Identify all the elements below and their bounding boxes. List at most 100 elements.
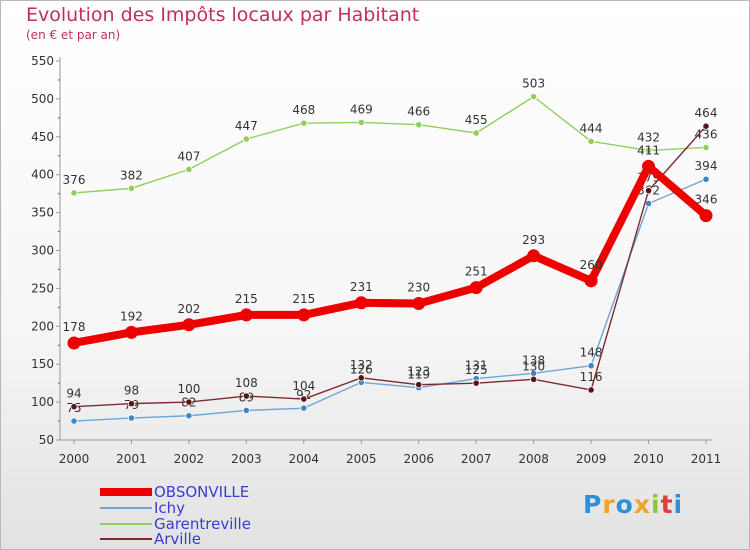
data-point-garentreville [415, 121, 423, 129]
logo-letter: t [660, 490, 674, 519]
data-label-obsonville: 346 [695, 193, 718, 207]
y-tick-label: 100 [31, 395, 54, 409]
data-label-garentreville: 468 [292, 103, 315, 117]
data-point-ichy [242, 406, 250, 415]
data-point-obsonville [182, 318, 196, 332]
series-line-arville [73, 125, 707, 408]
data-point-ichy [587, 362, 595, 370]
data-point-arville [415, 381, 423, 389]
data-label-obsonville: 251 [465, 265, 488, 279]
series-line-ichy [73, 178, 707, 422]
data-point-arville [587, 386, 595, 394]
chart-title: Evolution des Impôts locaux par Habitant [26, 4, 420, 26]
logo-letter: r [602, 490, 616, 519]
data-point-arville [644, 187, 653, 195]
data-label-garentreville: 382 [120, 168, 143, 182]
data-label-arville: 100 [177, 382, 200, 396]
data-point-garentreville [702, 143, 710, 152]
data-label-garentreville: 466 [407, 105, 430, 119]
y-tick-label: 500 [31, 92, 54, 106]
y-tick-label: 300 [31, 244, 54, 258]
legend-label-ichy: Ichy [154, 499, 186, 517]
data-point-obsonville [67, 336, 81, 350]
y-tick-label: 550 [31, 54, 54, 68]
legend-swatch-garentreville [100, 523, 152, 525]
legend-label-arville: Arville [154, 530, 202, 548]
data-label-arville: 123 [407, 365, 430, 379]
series-line-obsonville [70, 162, 710, 347]
data-point-garentreville [242, 135, 250, 143]
x-tick-label: 2000 [59, 452, 90, 466]
data-point-arville [242, 392, 250, 400]
data-point-garentreville [127, 184, 136, 192]
legend-item-ichy: Ichy [100, 500, 185, 516]
data-point-garentreville [472, 129, 480, 137]
data-point-ichy [644, 199, 653, 208]
data-point-ichy [185, 412, 193, 420]
data-point-garentreville [530, 93, 538, 101]
legend-swatch-ichy [100, 507, 152, 509]
data-label-obsonville: 411 [637, 143, 660, 157]
x-tick-label: 2010 [633, 452, 664, 466]
data-point-arville [702, 122, 710, 130]
logo-letter: i [673, 490, 684, 519]
legend-item-arville: Arville [100, 531, 201, 547]
data-label-obsonville: 231 [350, 280, 373, 294]
data-label-obsonville: 215 [292, 292, 315, 306]
x-tick-label: 2006 [403, 452, 434, 466]
legend-swatch-obsonville [100, 488, 152, 496]
data-label-arville: 94 [66, 387, 81, 401]
data-point-ichy [702, 175, 710, 183]
data-point-obsonville [239, 308, 253, 322]
logo-letter: x [633, 490, 651, 519]
data-point-obsonville [642, 159, 656, 173]
y-tick-label: 150 [31, 357, 54, 371]
data-label-obsonville: 202 [177, 302, 200, 316]
x-tick-label: 2001 [116, 452, 147, 466]
data-label-ichy: 138 [522, 353, 545, 367]
data-label-ichy: 119 [407, 368, 430, 382]
data-point-arville [127, 400, 136, 408]
x-tick-label: 2007 [461, 452, 492, 466]
data-label-garentreville: 503 [522, 77, 545, 91]
series-line-garentreville [73, 95, 707, 194]
data-label-arville: 104 [292, 379, 315, 393]
legend-label-obsonville: OBSONVILLE [154, 483, 250, 501]
data-label-arville: 464 [695, 106, 718, 120]
x-tick-label: 2004 [289, 452, 320, 466]
data-point-obsonville [297, 308, 311, 322]
legend-item-obsonville: OBSONVILLE [100, 484, 249, 500]
data-point-garentreville [70, 189, 78, 197]
y-tick-label: 250 [31, 281, 54, 295]
data-label-garentreville: 407 [177, 149, 200, 163]
data-label-arville: 132 [350, 358, 373, 372]
data-point-arville [300, 395, 308, 403]
data-label-ichy: 131 [465, 359, 488, 373]
data-point-ichy [70, 417, 78, 425]
data-label-garentreville: 469 [350, 102, 373, 116]
data-label-obsonville: 230 [407, 281, 430, 295]
data-point-obsonville [527, 249, 541, 263]
data-label-obsonville: 192 [120, 309, 143, 323]
data-label-garentreville: 432 [637, 130, 660, 144]
legend-item-garentreville: Garentreville [100, 516, 251, 532]
data-label-garentreville: 436 [695, 127, 718, 141]
y-tick-label: 450 [31, 130, 54, 144]
data-label-arville: 98 [124, 384, 139, 398]
data-label-arville: 125 [465, 363, 488, 377]
x-tick-label: 2009 [576, 452, 607, 466]
data-point-arville [70, 403, 78, 411]
x-tick-label: 2008 [518, 452, 549, 466]
logo-letter: i [651, 490, 661, 519]
data-point-ichy [300, 404, 308, 412]
data-point-obsonville [584, 274, 598, 288]
legend-swatch-arville [100, 538, 152, 540]
data-point-garentreville [587, 137, 595, 145]
data-point-garentreville [185, 165, 193, 173]
proxiti-logo[interactable]: Proxiti [583, 490, 683, 519]
data-point-ichy [127, 414, 136, 422]
data-label-ichy: 394 [695, 159, 718, 173]
legend-label-garentreville: Garentreville [154, 515, 251, 533]
